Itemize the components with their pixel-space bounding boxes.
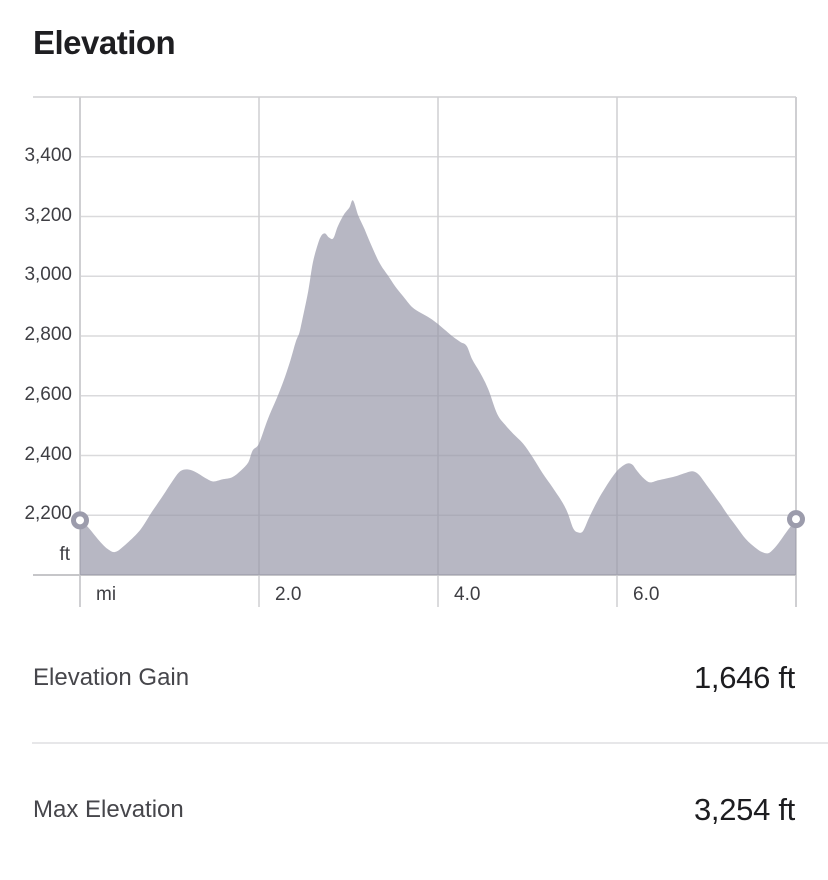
y-tick-label: 2,400 bbox=[24, 443, 72, 465]
divider bbox=[32, 742, 828, 744]
stat-row-elevation-gain: Elevation Gain 1,646 ft bbox=[33, 655, 795, 701]
y-tick-label: 3,400 bbox=[24, 144, 72, 166]
y-tick-label: 2,200 bbox=[24, 503, 72, 525]
y-tick-label: 2,800 bbox=[24, 324, 72, 345]
trail-start-marker bbox=[71, 511, 89, 530]
elevation-area bbox=[80, 200, 796, 576]
elevation-area-chart bbox=[33, 96, 805, 607]
elevation-gain-label: Elevation Gain bbox=[33, 664, 190, 691]
page-title: Elevation bbox=[33, 24, 176, 61]
stat-row-max-elevation: Max Elevation 3,254 ft bbox=[33, 787, 795, 833]
y-tick-label: 2,600 bbox=[24, 383, 72, 405]
y-axis-unit-label: ft bbox=[59, 544, 70, 565]
x-tick-label: 4.0 bbox=[454, 584, 481, 605]
elevation-gain-value: 1,646 ft bbox=[693, 660, 795, 695]
y-tick-label: 3,000 bbox=[24, 264, 72, 286]
elevation-chart: 2,200 2,400 2,600 2,800 3,000 3,200 3,400 ft mi 2… bbox=[24, 96, 805, 607]
y-tick-label: 3,200 bbox=[24, 204, 72, 226]
x-axis-unit-label: mi bbox=[96, 584, 117, 605]
trail-end-marker bbox=[787, 510, 805, 529]
max-elevation-value: 3,254 ft bbox=[693, 792, 795, 827]
x-tick-label: 6.0 bbox=[633, 584, 660, 605]
x-tick-label: 2.0 bbox=[275, 584, 302, 605]
max-elevation-label: Max Elevation bbox=[33, 796, 184, 823]
chart-plot-area[interactable] bbox=[80, 97, 796, 575]
